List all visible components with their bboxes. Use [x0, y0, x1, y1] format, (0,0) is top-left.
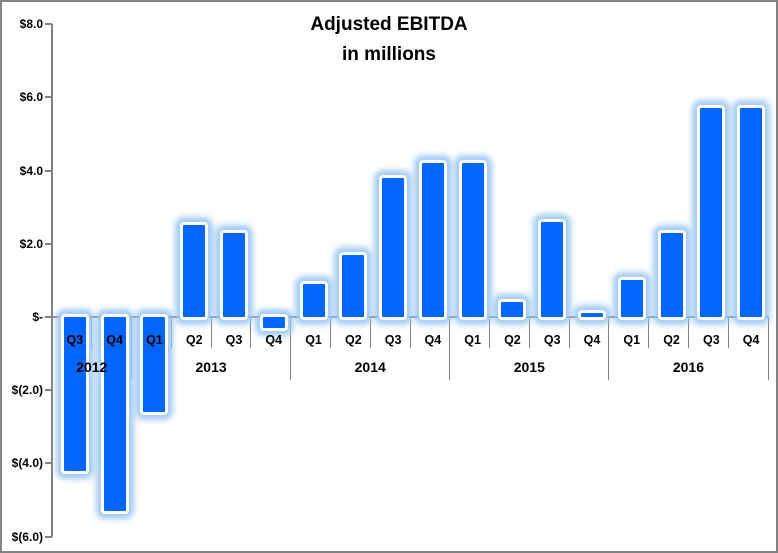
y-axis-tick — [45, 96, 52, 99]
y-axis-label: $4.0 — [19, 163, 43, 178]
quarter-label-2013-Q4: Q4 — [265, 333, 283, 347]
chart-title: Adjusted EBITDA in millions — [2, 10, 776, 70]
quarter-label-2015-Q4: Q4 — [583, 333, 601, 347]
y-axis-tick — [45, 316, 52, 318]
y-axis-tick — [45, 389, 52, 392]
y-axis-label: $- — [32, 310, 43, 324]
chart-title-line1: Adjusted EBITDA — [310, 14, 468, 35]
year-separator-line — [608, 317, 610, 380]
year-label-2013: 2013 — [195, 359, 227, 375]
quarter-separator-tick — [329, 317, 331, 348]
quarter-label-2015-Q2: Q2 — [504, 333, 521, 347]
y-axis-tick — [45, 535, 52, 538]
quarter-label-2012-Q3: Q3 — [66, 333, 84, 347]
year-separator-line — [290, 317, 292, 380]
bar-2013-Q3 — [220, 230, 248, 320]
year-label-2016: 2016 — [672, 359, 704, 375]
bar-2013-Q2 — [180, 222, 209, 320]
bar-2015-Q2 — [498, 299, 527, 320]
y-axis-label: $(2.0) — [11, 383, 43, 398]
bar-2014-Q3 — [379, 175, 408, 320]
chart-title-line2: in millions — [342, 44, 436, 65]
y-axis-tick — [45, 462, 52, 465]
year-separator-line — [767, 317, 769, 380]
bar-2014-Q2 — [339, 252, 368, 320]
bar-2014-Q4 — [418, 160, 447, 320]
y-axis-tick — [45, 242, 52, 245]
y-axis-label: $2.0 — [19, 236, 43, 251]
quarter-separator-tick — [409, 317, 411, 348]
bar-2016-Q4 — [737, 105, 766, 320]
bar-2015-Q1 — [458, 160, 487, 320]
year-separator-line — [131, 317, 133, 380]
quarter-label-2013-Q3: Q3 — [225, 333, 243, 347]
quarter-separator-tick — [648, 317, 650, 348]
quarter-label-2014-Q1: Q1 — [305, 333, 322, 347]
year-label-2014: 2014 — [354, 359, 386, 375]
year-label-2015: 2015 — [513, 359, 545, 375]
year-label-2012: 2012 — [76, 359, 108, 375]
bar-2015-Q3 — [538, 219, 567, 320]
bar-2013-Q1 — [140, 314, 169, 415]
y-axis-tick — [45, 169, 52, 172]
bar-2014-Q1 — [299, 281, 328, 320]
quarter-separator-tick — [489, 317, 491, 348]
quarter-separator-tick — [369, 317, 371, 348]
quarter-label-2016-Q2: Q2 — [663, 333, 680, 347]
quarter-separator-tick — [568, 317, 570, 348]
quarter-label-2016-Q3: Q3 — [702, 333, 720, 347]
quarter-label-2014-Q3: Q3 — [384, 333, 402, 347]
quarter-label-2015-Q3: Q3 — [543, 333, 561, 347]
bar-2012-Q3 — [60, 314, 89, 474]
quarter-separator-tick — [91, 317, 93, 348]
quarter-label-2016-Q4: Q4 — [742, 333, 760, 347]
bar-2012-Q4 — [100, 314, 129, 514]
year-separator-line — [449, 317, 451, 380]
quarter-separator-tick — [170, 317, 172, 348]
quarter-separator-tick — [528, 317, 530, 348]
y-axis-label: $(4.0) — [11, 456, 43, 471]
quarter-label-2012-Q4: Q4 — [106, 333, 123, 347]
y-axis-tick — [45, 23, 52, 26]
y-axis-label: $8.0 — [19, 17, 43, 32]
y-axis-label: $6.0 — [19, 90, 43, 105]
quarter-separator-tick — [727, 317, 729, 348]
y-axis-line — [51, 24, 53, 537]
quarter-label-2015-Q1: Q1 — [464, 333, 481, 347]
quarter-label-2013-Q2: Q2 — [185, 333, 203, 347]
quarter-separator-tick — [210, 317, 212, 348]
quarter-label-2013-Q1: Q1 — [146, 333, 163, 347]
quarter-label-2014-Q2: Q2 — [344, 333, 362, 347]
bar-2016-Q1 — [617, 277, 646, 320]
bar-2013-Q4 — [259, 314, 288, 331]
y-axis-label: $(6.0) — [11, 529, 43, 544]
bar-2016-Q3 — [697, 105, 726, 320]
quarter-label-2016-Q1: Q1 — [623, 333, 641, 347]
quarter-separator-tick — [250, 317, 252, 348]
quarter-separator-tick — [687, 317, 689, 348]
bar-2016-Q2 — [657, 230, 686, 320]
quarter-label-2014-Q4: Q4 — [424, 333, 442, 347]
bar-2015-Q4 — [578, 310, 606, 320]
